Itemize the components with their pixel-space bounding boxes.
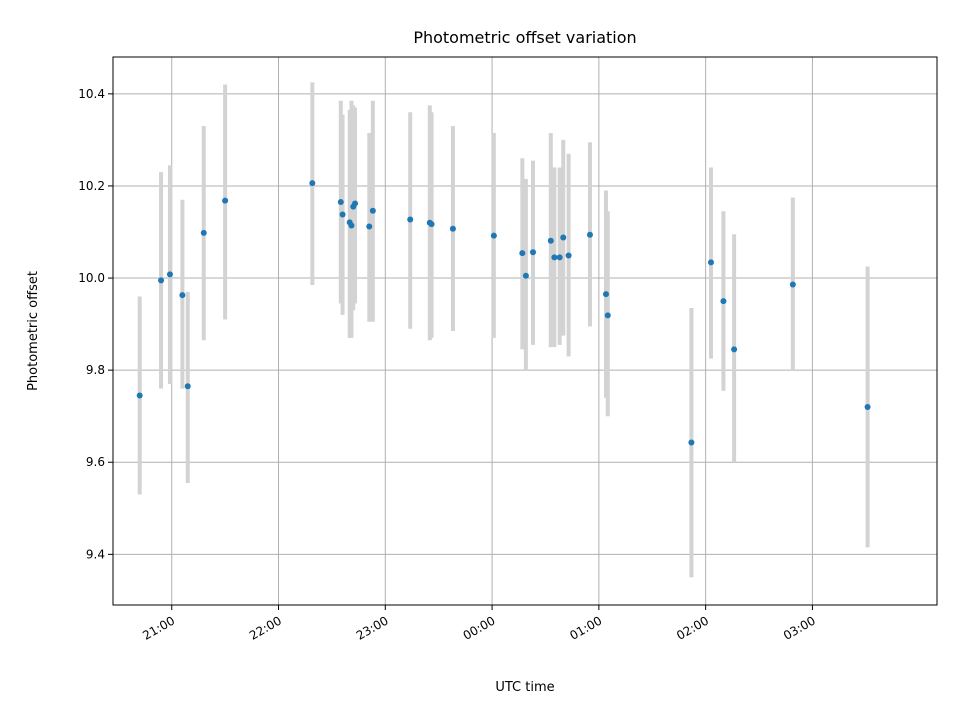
- data-point: [556, 254, 563, 261]
- data-point: [337, 199, 344, 206]
- y-axis-ticks: 9.4 9.6 9.8 10.0 10.2 10.4: [78, 87, 113, 561]
- data-point: [369, 207, 376, 214]
- data-point: [179, 292, 186, 299]
- x-tick-label: 21:00: [140, 613, 177, 642]
- x-axis-label: UTC time: [495, 680, 554, 695]
- data-point: [449, 225, 456, 232]
- y-tick-label: 9.4: [86, 547, 105, 561]
- x-tick-label: 23:00: [354, 613, 391, 642]
- y-tick-label: 10.4: [78, 87, 105, 101]
- y-tick-label: 9.6: [86, 455, 105, 469]
- data-point: [551, 254, 558, 261]
- data-point: [530, 249, 537, 256]
- x-tick-label: 01:00: [567, 613, 604, 642]
- data-point: [731, 346, 738, 353]
- data-point: [352, 200, 359, 207]
- data-point: [136, 392, 143, 399]
- data-point: [688, 439, 695, 446]
- data-point: [560, 234, 567, 241]
- data-point: [864, 403, 871, 410]
- y-tick-label: 10.2: [78, 179, 105, 193]
- data-point: [707, 259, 714, 266]
- x-tick-label: 22:00: [247, 613, 284, 642]
- data-point: [407, 216, 414, 223]
- data-point: [200, 229, 207, 236]
- y-tick-label: 10.0: [78, 271, 105, 285]
- plot-frame: [112, 56, 938, 606]
- data-point: [366, 223, 373, 230]
- data-point: [604, 312, 611, 319]
- x-tick-label: 00:00: [461, 613, 498, 642]
- data-point: [348, 222, 355, 229]
- grid-lines: [113, 57, 937, 605]
- data-points: [136, 180, 871, 446]
- data-point: [547, 237, 554, 244]
- data-point: [522, 272, 529, 279]
- data-point: [789, 281, 796, 288]
- data-point: [565, 252, 572, 259]
- data-point: [339, 211, 346, 218]
- y-axis-label: Photometric offset: [26, 271, 41, 391]
- data-point: [222, 197, 229, 204]
- data-point: [586, 231, 593, 238]
- error-bars: [137, 82, 870, 578]
- data-point: [309, 180, 316, 187]
- data-point: [158, 277, 165, 284]
- x-axis-ticks: 21:00 22:00 23:00 00:00 01:00 02:00 03:00: [140, 605, 818, 643]
- data-point: [166, 271, 173, 278]
- data-point: [720, 298, 727, 305]
- y-tick-label: 9.8: [86, 363, 105, 377]
- data-point: [184, 383, 191, 390]
- data-point: [519, 250, 526, 257]
- data-point: [602, 291, 609, 298]
- chart-title: Photometric offset variation: [413, 28, 636, 47]
- data-point: [490, 232, 497, 239]
- x-tick-label: 02:00: [674, 613, 711, 642]
- data-point: [428, 221, 435, 228]
- x-tick-label: 03:00: [781, 613, 818, 642]
